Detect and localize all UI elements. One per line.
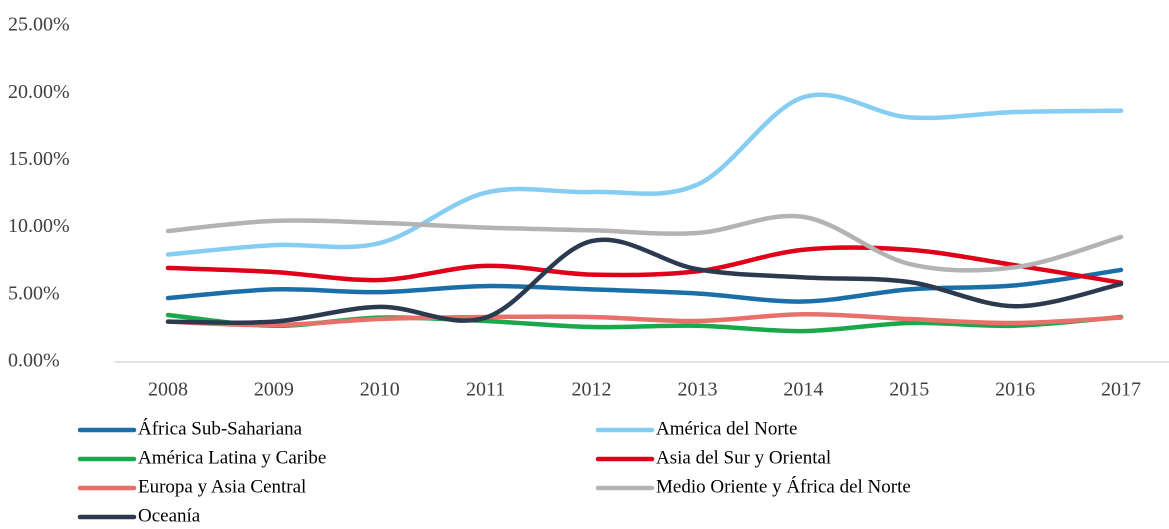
y-tick-label: 0.00% [8, 350, 60, 372]
y-tick-label: 5.00% [8, 282, 60, 304]
x-tick-label: 2013 [677, 379, 717, 401]
legend-label: Asia del Sur y Oriental [656, 447, 831, 468]
series-line [165, 245, 1124, 285]
legend-label: Europa y Asia Central [138, 476, 306, 497]
series-line [165, 312, 1124, 328]
series-line [165, 92, 1124, 257]
y-tick-label: 15.00% [8, 148, 70, 170]
legend-label: África Sub-Sahariana [138, 417, 303, 439]
x-tick-label: 2014 [783, 379, 823, 401]
legend-label: América del Norte [656, 418, 797, 439]
y-tick-label: 20.00% [8, 81, 70, 103]
x-tick-label: 2011 [466, 379, 505, 401]
series-line [165, 237, 1124, 326]
legend-label: Oceanía [138, 505, 201, 526]
legend-label: Medio Oriente y África del Norte [656, 475, 911, 497]
x-tick-label: 2015 [889, 379, 929, 401]
x-tick-label: 2008 [148, 379, 188, 401]
series-line [165, 267, 1124, 304]
series-line [165, 213, 1124, 273]
legend-label: América Latina y Caribe [138, 447, 326, 468]
x-tick-label: 2009 [254, 379, 294, 401]
y-tick-label: 25.00% [8, 14, 70, 36]
x-tick-label: 2016 [995, 379, 1035, 401]
x-tick-label: 2012 [572, 379, 612, 401]
y-tick-label: 10.00% [8, 215, 70, 237]
x-tick-label: 2017 [1101, 379, 1141, 401]
x-tick-label: 2010 [360, 379, 400, 401]
